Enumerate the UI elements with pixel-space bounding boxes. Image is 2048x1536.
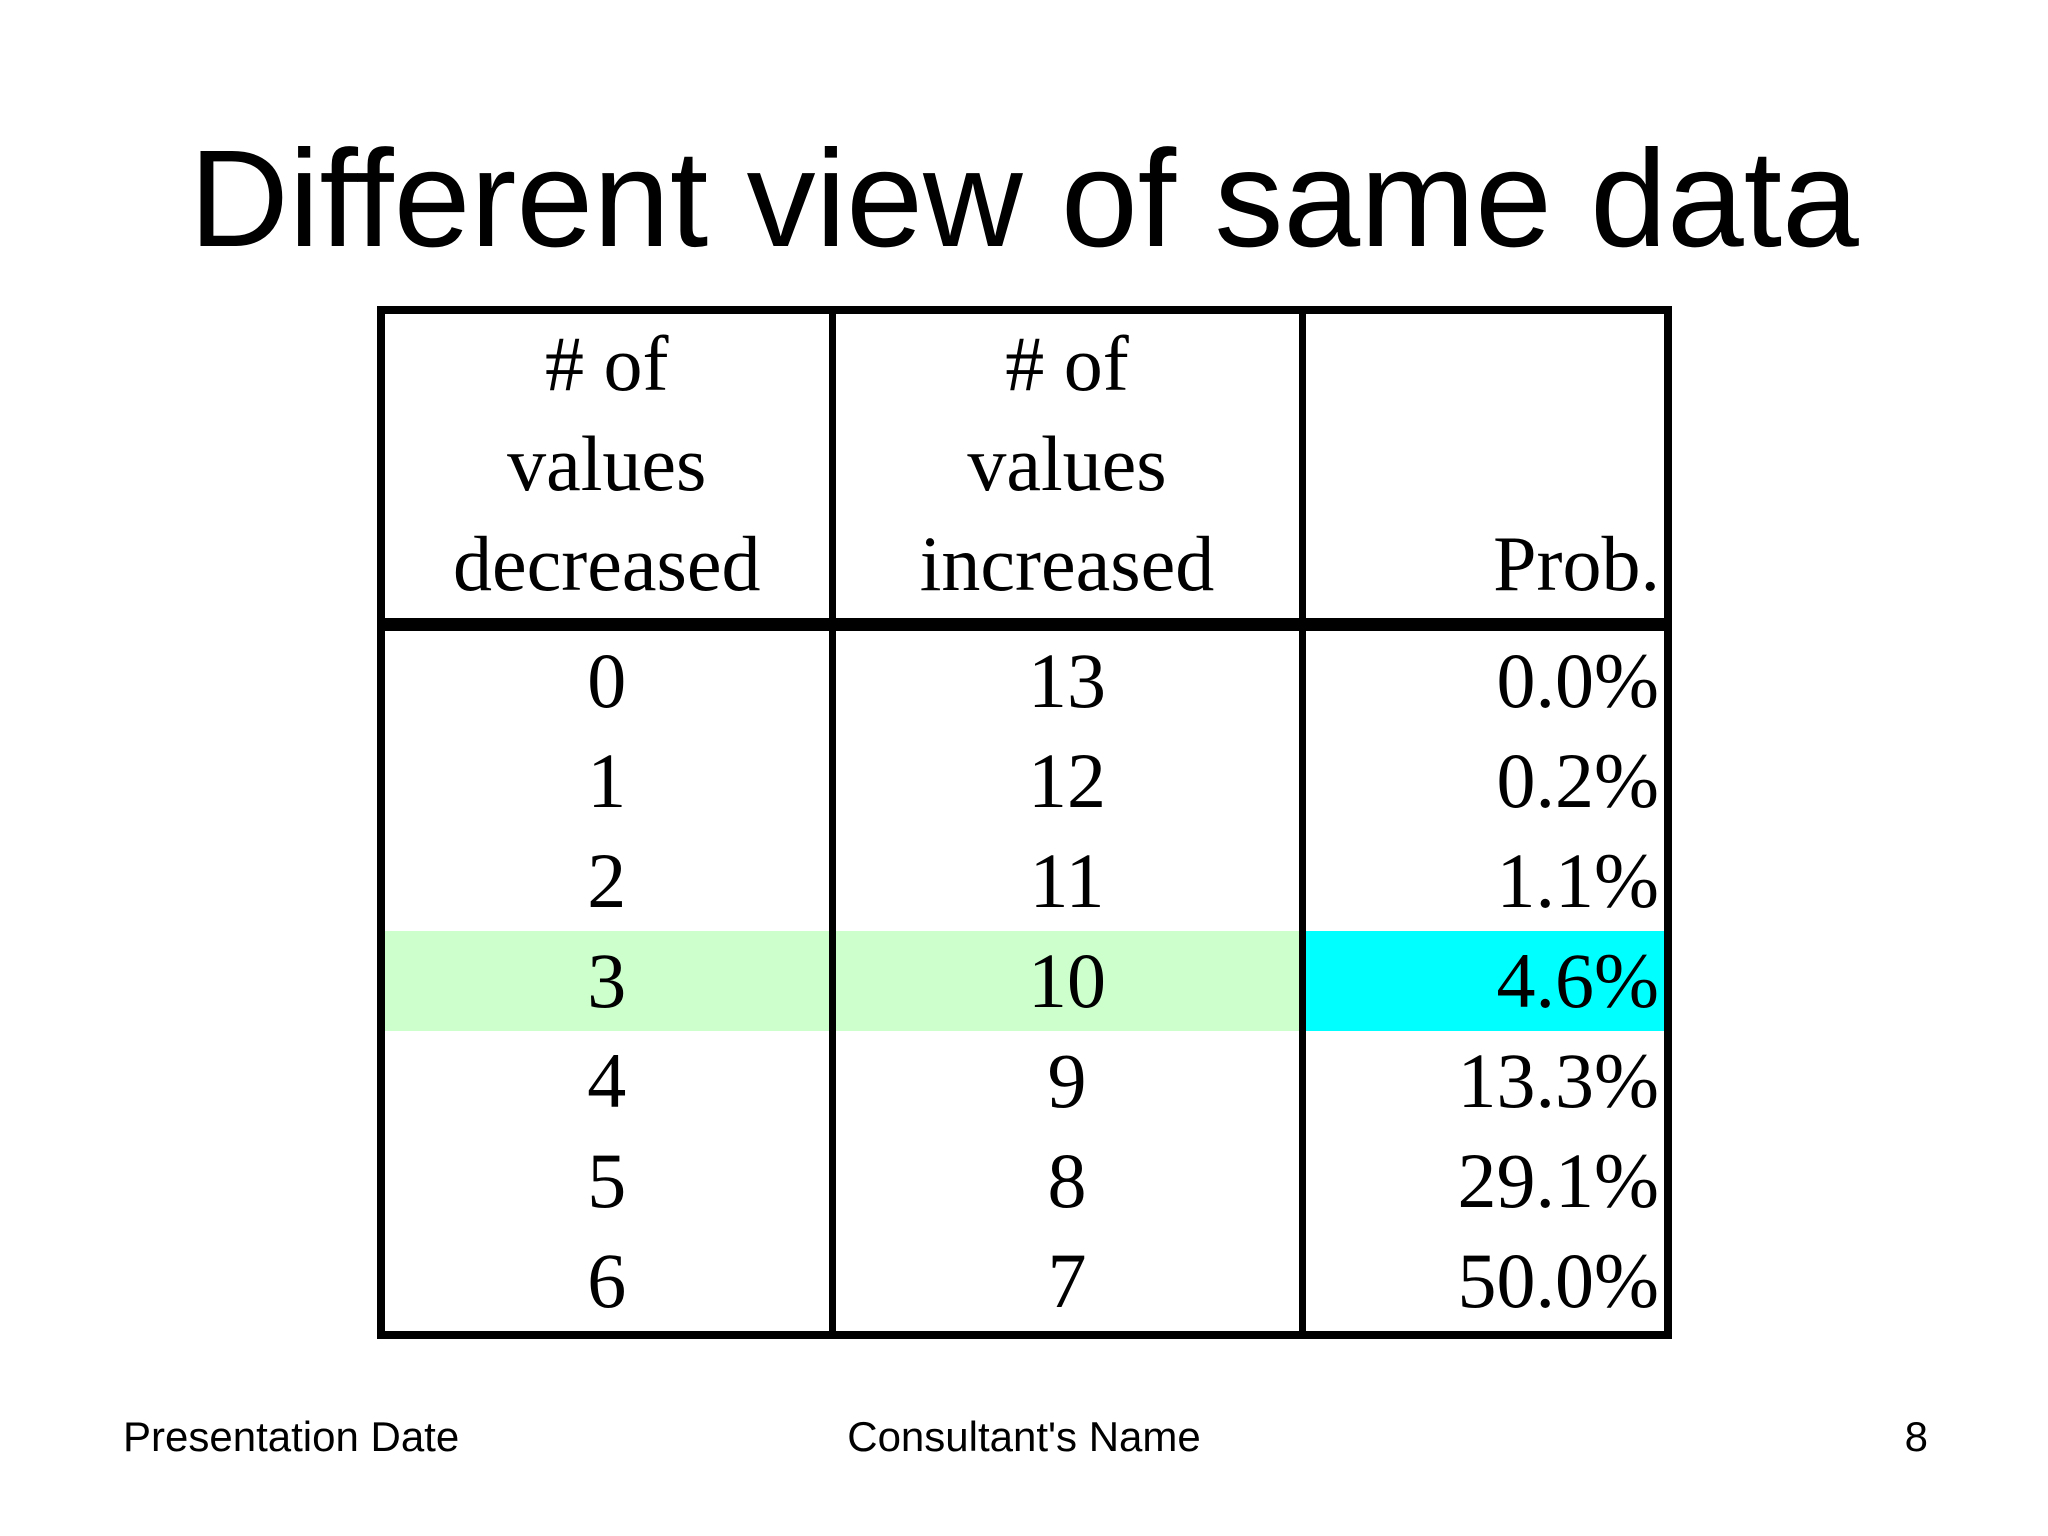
table-row: 5 8 29.1% bbox=[377, 1131, 1672, 1231]
cell-increased: 12 bbox=[828, 731, 1306, 831]
cell-increased: 9 bbox=[828, 1031, 1306, 1131]
cell-decreased: 6 bbox=[377, 1231, 836, 1335]
cell-increased: 7 bbox=[828, 1231, 1306, 1335]
footer-consultant-name: Consultant's Name bbox=[847, 1413, 1201, 1460]
page-number: 8 bbox=[1904, 1413, 1928, 1460]
header-line: # of bbox=[545, 320, 669, 407]
slide-title: Different view of same data bbox=[189, 122, 1859, 276]
header-line: Prob. bbox=[1493, 520, 1660, 607]
cell-prob: 4.6% bbox=[1298, 931, 1672, 1031]
cell-increased: 8 bbox=[828, 1131, 1306, 1231]
table-row-highlighted: 3 10 4.6% bbox=[377, 931, 1672, 1031]
table-row: 2 11 1.1% bbox=[377, 831, 1672, 931]
table-row: 4 9 13.3% bbox=[377, 1031, 1672, 1131]
cell-prob: 50.0% bbox=[1298, 1231, 1672, 1335]
header-line: values bbox=[507, 420, 707, 507]
cell-prob: 1.1% bbox=[1298, 831, 1672, 931]
cell-decreased: 0 bbox=[377, 624, 836, 731]
header-row: # of values decreased # of values increa… bbox=[377, 310, 1672, 631]
cell-decreased: 3 bbox=[377, 931, 836, 1031]
header-line: increased bbox=[919, 520, 1215, 607]
cell-increased: 11 bbox=[828, 831, 1306, 931]
table-row: 6 7 50.0% bbox=[377, 1231, 1672, 1335]
cell-prob: 0.0% bbox=[1298, 624, 1672, 731]
data-table: # of values decreased # of values increa… bbox=[377, 306, 1672, 1339]
cell-prob: 13.3% bbox=[1298, 1031, 1672, 1131]
cell-increased: 10 bbox=[828, 931, 1306, 1031]
header-line: decreased bbox=[453, 520, 761, 607]
cell-decreased: 5 bbox=[377, 1131, 836, 1231]
cell-decreased: 2 bbox=[377, 831, 836, 931]
header-prob: Prob. bbox=[1298, 310, 1672, 631]
table-row: 1 12 0.2% bbox=[377, 731, 1672, 831]
table-row: 0 13 0.0% bbox=[377, 624, 1672, 731]
cell-prob: 29.1% bbox=[1298, 1131, 1672, 1231]
header-line: values bbox=[967, 420, 1167, 507]
header-line: # of bbox=[1005, 320, 1129, 407]
header-values-decreased: # of values decreased bbox=[377, 310, 836, 631]
cell-prob: 0.2% bbox=[1298, 731, 1672, 831]
cell-increased: 13 bbox=[828, 624, 1306, 731]
cell-decreased: 4 bbox=[377, 1031, 836, 1131]
cell-decreased: 1 bbox=[377, 731, 836, 831]
header-values-increased: # of values increased bbox=[828, 310, 1306, 631]
footer-date: Presentation Date bbox=[123, 1413, 460, 1460]
